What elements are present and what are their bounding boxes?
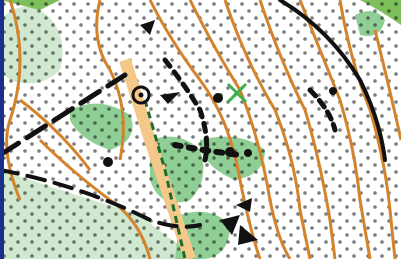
page: {}: [0, 0, 401, 259]
orienteering-map: [0, 0, 401, 259]
left-edge: [0, 0, 4, 259]
rough-ground: [0, 0, 401, 259]
